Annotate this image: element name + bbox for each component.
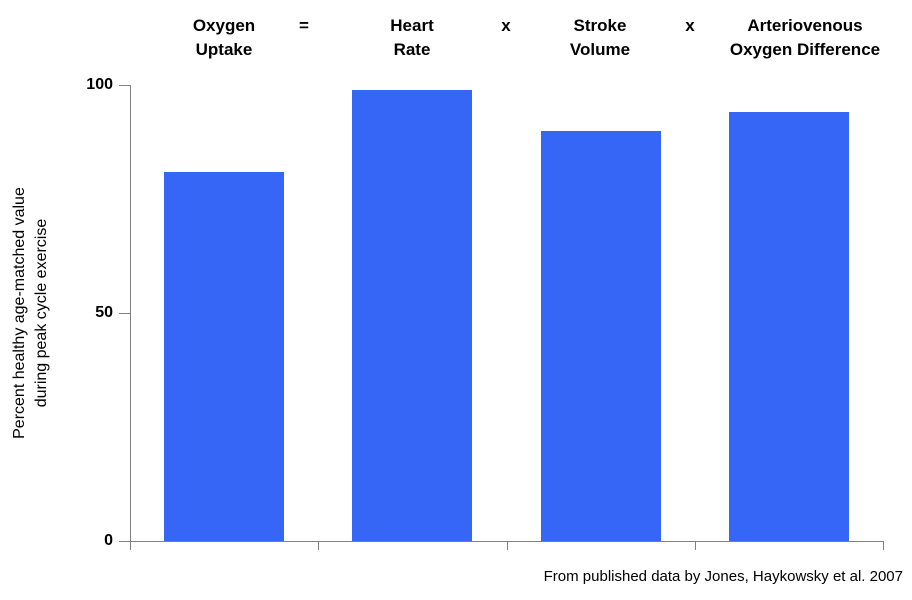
y-tick-label: 100 xyxy=(86,76,113,93)
equation-operator-2: x xyxy=(501,16,511,35)
bar-stroke-volume xyxy=(541,131,661,541)
y-tick-label: 0 xyxy=(104,532,113,549)
source-caption: From published data by Jones, Haykowsky … xyxy=(543,568,903,585)
y-tick-mark xyxy=(119,313,130,314)
equation-term-4: Arteriovenous Oxygen Difference xyxy=(730,14,880,62)
equation-term-2: Heart Rate xyxy=(390,14,433,62)
equation-term-line1: Stroke xyxy=(573,16,627,35)
equation-term-1: Oxygen Uptake xyxy=(193,14,255,62)
y-axis-line xyxy=(130,85,131,542)
bar-oxygen-uptake xyxy=(164,172,284,541)
x-axis-line xyxy=(130,541,884,542)
x-tick-mark xyxy=(883,542,884,550)
bar-arteriovenous-oxygen-difference xyxy=(729,112,849,541)
bar-heart-rate xyxy=(352,90,472,541)
y-tick-label: 50 xyxy=(95,304,113,321)
equation-operator-3: x xyxy=(685,16,695,35)
equation-term-line1: Heart xyxy=(390,16,434,35)
equation-term-line1: Oxygen xyxy=(192,16,256,35)
x-tick-mark xyxy=(318,542,319,550)
equation-term-3: Stroke Volume xyxy=(570,14,630,62)
equation-term-line2: Oxygen Difference xyxy=(729,40,881,59)
x-tick-mark xyxy=(507,542,508,550)
y-axis-title: Percent healthy age-matched value during… xyxy=(9,78,53,548)
x-tick-mark xyxy=(695,542,696,550)
equation-term-line2: Uptake xyxy=(195,40,253,59)
equation-term-line1: Arteriovenous xyxy=(747,16,863,35)
equation-term-line2: Rate xyxy=(393,40,431,59)
y-axis-title-line1: Percent healthy age-matched value xyxy=(11,187,28,439)
y-tick-mark xyxy=(119,85,130,86)
x-tick-mark xyxy=(130,542,131,550)
y-tick-mark xyxy=(119,541,130,542)
equation-operator-1: = xyxy=(299,16,309,35)
equation-term-line2: Volume xyxy=(569,40,631,59)
y-axis-title-line2: during peak cycle exercise xyxy=(33,218,50,408)
